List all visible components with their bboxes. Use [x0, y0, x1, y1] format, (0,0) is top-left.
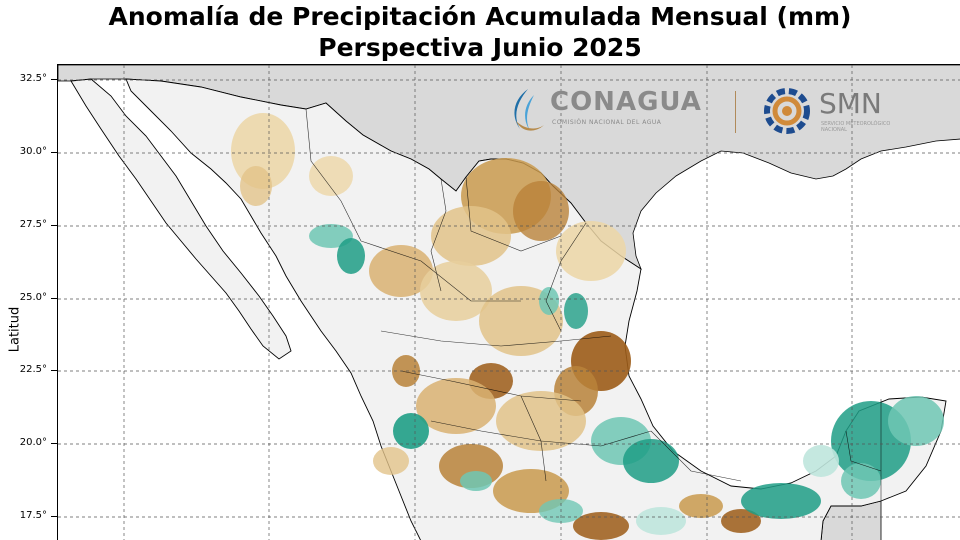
smn-emblem-icon	[764, 88, 810, 134]
y-tick-label: 27.5°	[19, 219, 47, 230]
map-panel: CONAGUA COMISIÓN NACIONAL DEL AGUA SMN S…	[57, 64, 960, 540]
y-tick-label: 22.5°	[19, 364, 47, 375]
y-tick-label: 25.0°	[19, 292, 47, 303]
conagua-emblem-icon	[514, 89, 544, 131]
baja-california	[70, 78, 292, 360]
conagua-logo: CONAGUA COMISIÓN NACIONAL DEL AGUA	[506, 83, 721, 139]
y-axis-label: Latitud	[7, 306, 23, 353]
y-tick-mark	[51, 516, 57, 517]
y-tick-mark	[51, 225, 57, 226]
y-tick-mark	[51, 443, 57, 444]
map-title: Anomalía de Precipitación Acumulada Mens…	[108, 2, 852, 31]
y-tick-label: 17.5°	[19, 510, 47, 521]
anomaly-map	[58, 65, 960, 540]
logo-divider	[735, 91, 736, 133]
conagua-name: CONAGUA	[550, 87, 702, 117]
smn-name: SMN	[819, 87, 882, 120]
y-tick-mark	[51, 152, 57, 153]
map-subtitle: Perspectiva Junio 2025	[318, 33, 642, 62]
y-tick-mark	[51, 370, 57, 371]
dry-anomaly-regions	[231, 113, 761, 540]
y-tick-label: 20.0°	[19, 437, 47, 448]
y-tick-mark	[51, 79, 57, 80]
conagua-subtitle: COMISIÓN NACIONAL DEL AGUA	[552, 119, 662, 126]
graticule	[58, 65, 960, 540]
y-tick-label: 30.0°	[19, 146, 47, 157]
smn-subtitle: SERVICIO METEOROLÓGICO NACIONAL	[821, 121, 891, 133]
y-tick-label: 32.5°	[19, 73, 47, 84]
smn-logo: SMN SERVICIO METEOROLÓGICO NACIONAL	[759, 83, 959, 139]
y-tick-mark	[51, 298, 57, 299]
